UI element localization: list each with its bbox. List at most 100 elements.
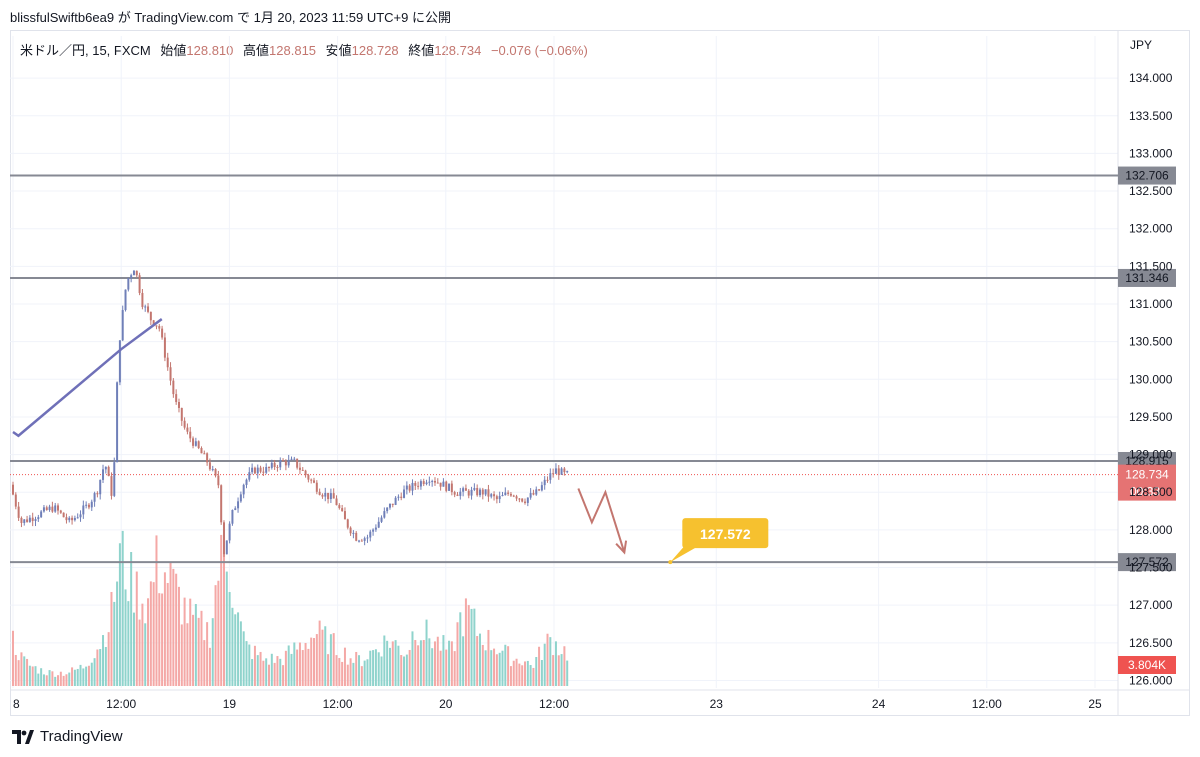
- candle-body: [127, 278, 130, 290]
- volume-bar: [268, 664, 271, 686]
- candle-body: [538, 489, 541, 491]
- volume-bar: [532, 667, 535, 686]
- x-tick-label: 12:00: [323, 697, 353, 711]
- volume-bar: [355, 651, 358, 686]
- volume-bar: [276, 656, 279, 686]
- volume-bar: [31, 666, 34, 686]
- candle-body: [448, 483, 451, 491]
- candle-body: [265, 467, 268, 473]
- x-tick-label: 23: [710, 697, 724, 711]
- volume-bar: [473, 608, 476, 686]
- volume-bar: [161, 593, 164, 686]
- candle-body: [180, 407, 183, 421]
- volume-bar: [76, 668, 79, 686]
- volume-bar: [321, 629, 324, 686]
- volume-bar: [121, 530, 124, 686]
- candle-body: [369, 531, 372, 538]
- volume-bar: [467, 605, 470, 686]
- price-axis: 134.000 133.500 133.000 132.500 132.000 131.5…: [1129, 71, 1173, 687]
- volume-bar: [34, 666, 37, 686]
- candle-body: [467, 490, 470, 496]
- volume-bar: [512, 660, 515, 686]
- volume-bar: [225, 571, 228, 686]
- forecast-arrow-head: [615, 540, 628, 555]
- volume-tag-bg: [1118, 656, 1176, 674]
- volume-bar: [116, 581, 119, 686]
- volume-bar: [73, 669, 76, 686]
- y-tick-label: 130.500: [1129, 335, 1173, 349]
- volume-bar: [124, 589, 127, 686]
- candle-body: [158, 326, 161, 329]
- candle-body: [23, 519, 26, 523]
- candle-body: [20, 517, 23, 523]
- volume-bar: [495, 654, 498, 686]
- candle-body: [304, 470, 307, 476]
- volume-bar: [37, 673, 40, 686]
- candle-body: [315, 482, 318, 492]
- volume-bar: [87, 665, 90, 686]
- candle-body: [54, 505, 57, 512]
- volume-bar: [363, 660, 366, 686]
- candle-body: [149, 311, 152, 321]
- volume-bar: [293, 642, 296, 686]
- candle-body: [172, 380, 175, 395]
- author-name[interactable]: blissfulSwiftb6ea9: [10, 10, 115, 25]
- volume-bar: [45, 675, 48, 686]
- candle-body: [560, 468, 563, 475]
- volume-bar: [450, 641, 453, 686]
- site-name[interactable]: TradingView.com: [134, 10, 234, 25]
- candle-body: [203, 453, 206, 455]
- volume-bar: [183, 597, 186, 686]
- volume-bar: [324, 626, 327, 686]
- candle-body: [40, 511, 43, 518]
- candle-body: [313, 480, 316, 483]
- volume-bar: [374, 649, 377, 686]
- candle-body: [450, 483, 453, 493]
- volume-bar: [135, 571, 138, 686]
- volume-bar: [82, 668, 85, 686]
- volume-bar: [335, 655, 338, 686]
- candle-body: [211, 469, 214, 471]
- candle-body: [529, 493, 532, 498]
- volume-bar: [270, 653, 273, 686]
- candle-body: [17, 506, 20, 518]
- candle-body: [166, 357, 169, 368]
- volume-bar: [20, 652, 23, 686]
- x-tick-label: 25: [1088, 697, 1102, 711]
- volume-bar: [310, 637, 313, 686]
- candle-body: [405, 485, 408, 490]
- volume-bar: [59, 671, 62, 686]
- volume-bar: [493, 648, 496, 686]
- volume-bar: [93, 658, 96, 686]
- volume-bar: [397, 645, 400, 686]
- volume-bar: [433, 641, 436, 686]
- volume-bar: [265, 658, 268, 686]
- symbol-info[interactable]: 米ドル／円, 15, FXCM: [20, 43, 151, 58]
- candle-body: [400, 496, 403, 498]
- candle-body: [251, 467, 254, 473]
- high-label: 高値: [243, 43, 270, 58]
- volume-bar: [543, 643, 546, 686]
- candle-body: [31, 517, 34, 521]
- forecast-arrow: [577, 488, 626, 553]
- candle-body: [386, 507, 389, 512]
- volume-bar: [338, 657, 341, 686]
- volume-bar: [222, 553, 225, 686]
- candle-body: [132, 270, 135, 276]
- volume-bar: [524, 661, 527, 686]
- candle-body: [107, 466, 110, 477]
- candle-body: [329, 493, 332, 500]
- candle-body: [71, 517, 74, 521]
- volume-bar: [419, 640, 422, 686]
- candle-body: [26, 519, 29, 522]
- trend-line-drawing: [12, 318, 163, 438]
- candle-body: [540, 485, 543, 491]
- volume-bar: [383, 635, 386, 686]
- footer-brand[interactable]: TradingView: [40, 728, 123, 745]
- candle-body: [442, 481, 445, 487]
- y-tick-label: 130.000: [1129, 372, 1173, 386]
- candle-body: [234, 508, 237, 511]
- volume-bar: [369, 650, 372, 686]
- candle-body: [383, 511, 386, 518]
